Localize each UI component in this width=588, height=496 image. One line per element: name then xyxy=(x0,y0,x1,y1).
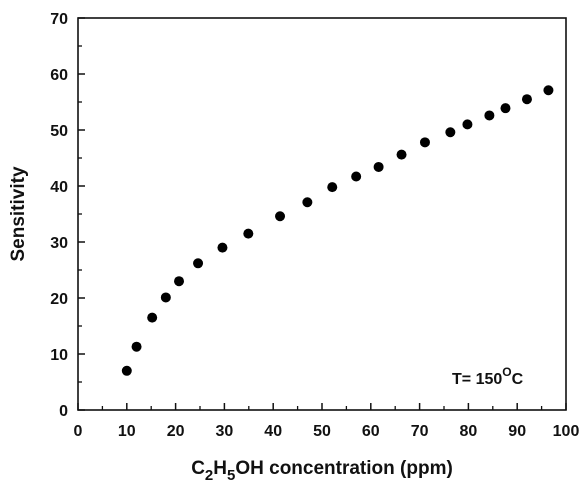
y-tick-label: 70 xyxy=(50,11,68,28)
x-axis-title: C2H5OH concentration (ppm) xyxy=(191,458,453,484)
x-tick-label: 0 xyxy=(74,423,83,440)
x-tick-label: 80 xyxy=(460,423,478,440)
y-tick-labels: 0 10 20 30 40 50 60 70 xyxy=(50,11,68,420)
data-point xyxy=(174,276,185,287)
data-point xyxy=(243,228,254,239)
data-point xyxy=(521,94,532,105)
data-point xyxy=(147,312,158,323)
plot-frame xyxy=(77,17,567,411)
data-point xyxy=(373,161,384,172)
y-tick-label: 30 xyxy=(50,235,68,252)
data-point xyxy=(193,258,204,269)
y-tick-label: 50 xyxy=(50,123,68,140)
data-point xyxy=(327,182,338,193)
data-point xyxy=(160,292,171,303)
x-tick-label: 10 xyxy=(118,423,136,440)
temperature-annotation: T= 150OC xyxy=(452,365,524,388)
data-point xyxy=(462,119,473,130)
data-point xyxy=(484,110,495,121)
data-point xyxy=(500,103,511,114)
x-tick-labels: 0 10 20 30 40 50 60 70 80 90 100 xyxy=(74,423,580,440)
data-point xyxy=(445,127,456,138)
y-tick-label: 0 xyxy=(59,403,68,420)
data-point xyxy=(275,211,286,222)
x-tick-label: 30 xyxy=(216,423,234,440)
y-tick-label: 20 xyxy=(50,291,68,308)
data-point xyxy=(131,341,142,352)
data-points xyxy=(121,85,554,376)
data-point xyxy=(396,149,407,160)
y-axis-title: Sensitivity xyxy=(8,166,29,261)
y-tick-label: 60 xyxy=(50,67,68,84)
x-tick-label: 50 xyxy=(313,423,331,440)
x-tick-label: 70 xyxy=(411,423,429,440)
x-tick-label: 90 xyxy=(508,423,526,440)
x-tick-label: 40 xyxy=(264,423,282,440)
x-tick-label: 100 xyxy=(553,423,580,440)
data-point xyxy=(121,365,132,376)
x-tick-label: 60 xyxy=(362,423,380,440)
y-tick-label: 40 xyxy=(50,179,68,196)
data-point xyxy=(351,171,362,182)
x-tick-label: 20 xyxy=(167,423,185,440)
data-point xyxy=(217,242,228,253)
data-point xyxy=(419,137,430,148)
data-point xyxy=(302,197,313,208)
data-point xyxy=(543,85,554,96)
y-tick-label: 10 xyxy=(50,347,68,364)
axis-ticks xyxy=(77,17,567,411)
